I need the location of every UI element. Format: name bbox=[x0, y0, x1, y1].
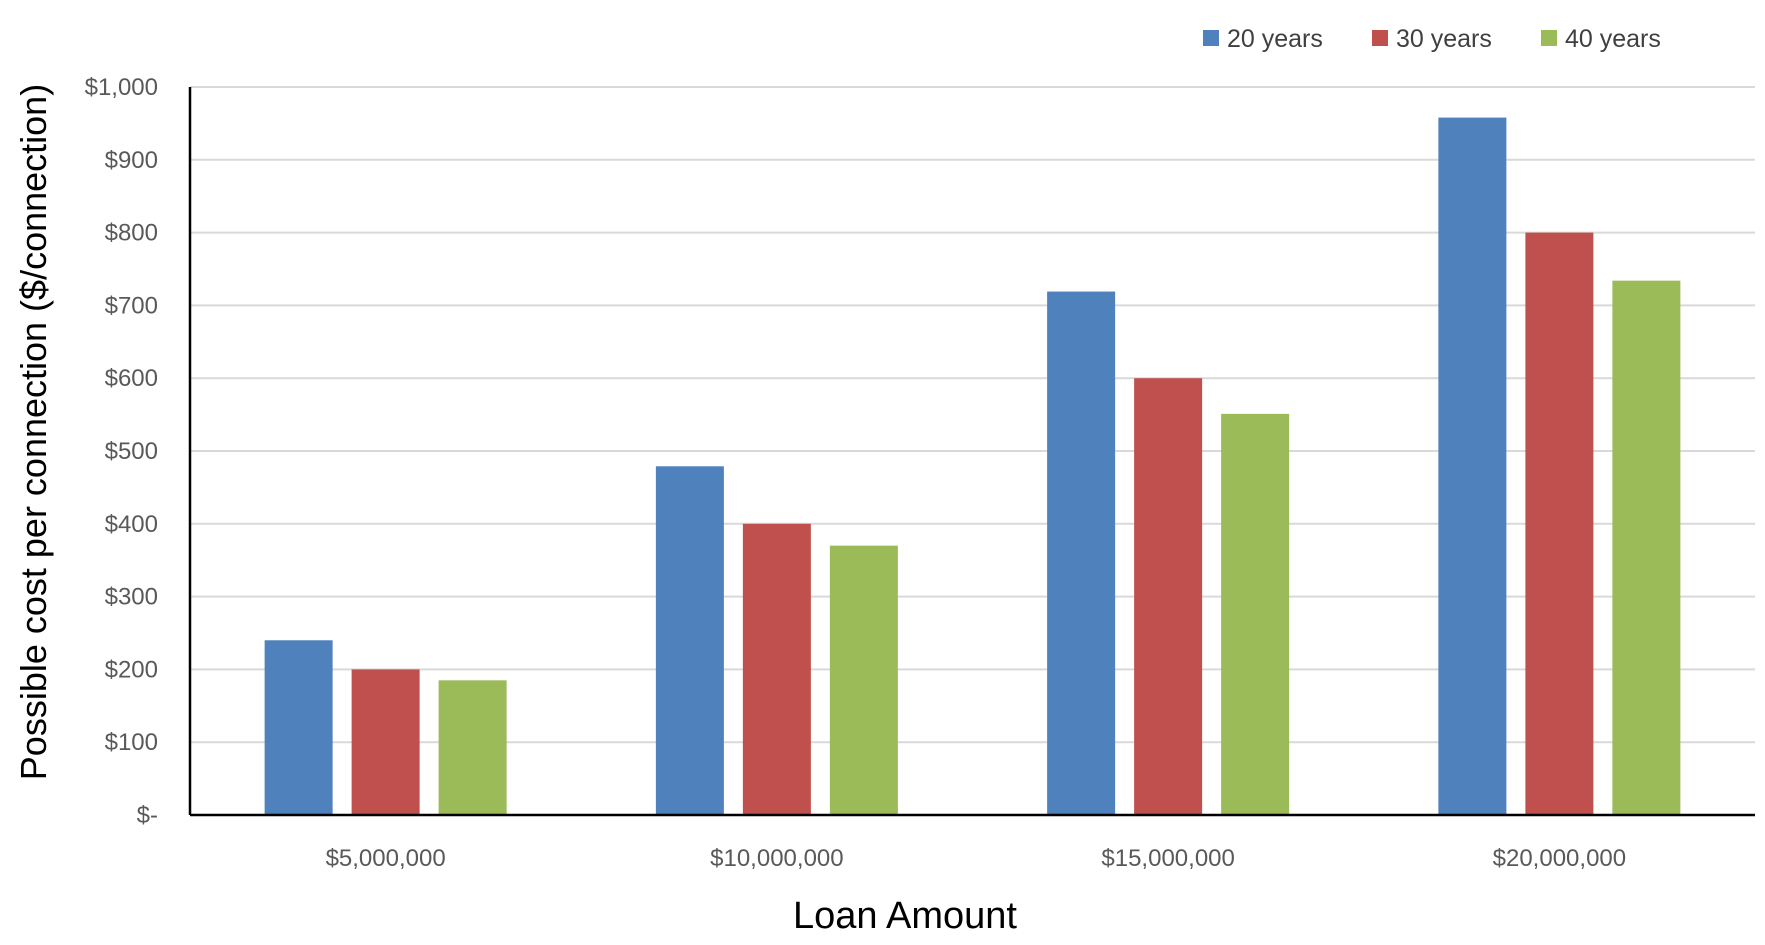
y-tick-label: $700 bbox=[105, 292, 158, 319]
y-tick-label: $100 bbox=[105, 729, 158, 756]
legend: 20 years 30 years 40 years bbox=[1203, 25, 1661, 53]
bar-40-years bbox=[1612, 280, 1681, 815]
bar-30-years bbox=[742, 523, 811, 815]
x-tick-label: $20,000,000 bbox=[1493, 845, 1626, 872]
bar-20-years bbox=[1047, 291, 1116, 815]
legend-swatch bbox=[1203, 30, 1219, 46]
y-tick-label: $- bbox=[137, 802, 158, 829]
gridlines bbox=[190, 86, 1755, 744]
axes bbox=[188, 87, 1755, 817]
y-tick-labels: $- $100 $200 $300 $400 $500 $600 $700 $800 $900 $1… bbox=[85, 74, 158, 829]
legend-label: 20 years bbox=[1227, 25, 1323, 53]
bars bbox=[264, 117, 1681, 816]
bar-20-years bbox=[1438, 117, 1507, 816]
x-tick-labels: $5,000,000 $10,000,000 $15,000,000 $20,000,… bbox=[326, 845, 1627, 872]
legend-swatch bbox=[1541, 30, 1557, 46]
y-axis-title: Possible cost per connection ($/connecti… bbox=[13, 84, 54, 780]
y-tick-label: $400 bbox=[105, 511, 158, 538]
y-tick-label: $300 bbox=[105, 584, 158, 611]
x-axis-title: Loan Amount bbox=[793, 895, 1017, 937]
legend-swatch bbox=[1372, 30, 1388, 46]
bar-20-years bbox=[264, 640, 333, 815]
bar-40-years bbox=[1221, 413, 1290, 815]
y-tick-label: $1,000 bbox=[85, 74, 158, 101]
bar-30-years bbox=[351, 669, 420, 815]
y-tick-label: $500 bbox=[105, 438, 158, 465]
x-tick-label: $15,000,000 bbox=[1101, 845, 1234, 872]
y-tick-label: $600 bbox=[105, 365, 158, 392]
bar-30-years bbox=[1134, 378, 1203, 815]
y-tick-label: $200 bbox=[105, 656, 158, 683]
x-tick-label: $5,000,000 bbox=[326, 845, 446, 872]
bar-30-years bbox=[1525, 232, 1594, 816]
x-tick-label: $10,000,000 bbox=[710, 845, 843, 872]
bar-20-years bbox=[655, 466, 724, 815]
y-tick-label: $800 bbox=[105, 220, 158, 247]
legend-label: 40 years bbox=[1565, 25, 1661, 53]
bar-40-years bbox=[829, 545, 898, 815]
bar-40-years bbox=[438, 680, 507, 815]
y-tick-label: $900 bbox=[105, 147, 158, 174]
legend-label: 30 years bbox=[1396, 25, 1492, 53]
